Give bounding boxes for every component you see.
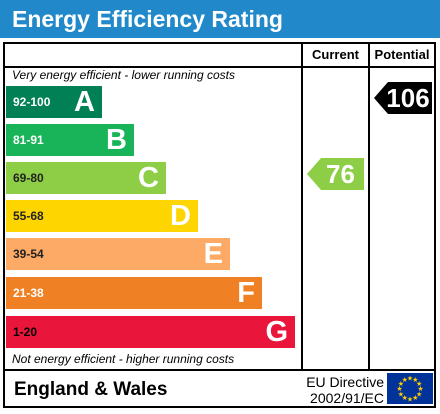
band-b: 81-91 B [6,124,134,156]
svg-text:★: ★ [407,375,413,383]
band-c: 69-80 C [6,162,166,194]
caption-bottom: Not energy efficient - higher running co… [12,352,235,366]
footer-region: England & Wales [14,379,168,400]
band-range-label: 1-20 [13,325,38,339]
footer-directive: EU Directive 2002/91/EC [294,374,384,406]
svg-text:★: ★ [412,376,418,384]
svg-text:★: ★ [398,380,404,388]
potential-arrow-shape [374,82,432,114]
svg-text:★: ★ [417,385,423,393]
column-divider-current [301,42,303,370]
header-divider [3,66,436,68]
band-letter: F [237,277,255,309]
svg-text:★: ★ [398,390,404,398]
potential-rating-value: 106 [386,83,430,113]
svg-text:★: ★ [416,390,422,398]
band-letter: B [106,124,127,156]
svg-text:★: ★ [407,396,413,404]
svg-text:★: ★ [402,376,408,384]
band-letter: C [138,162,159,194]
column-header-current: Current [312,47,359,62]
potential-rating-arrow: 106 [374,82,432,114]
band-a: 92-100 A [6,86,102,118]
band-range-label: 69-80 [13,171,44,185]
band-range-label: 81-91 [13,133,44,147]
band-g: 1-20 G [6,316,295,348]
footer-directive-line1: EU Directive [306,374,384,390]
band-range-label: 92-100 [13,95,51,109]
footer-directive-line2: 2002/91/EC [310,390,384,406]
svg-text:★: ★ [396,385,402,393]
current-arrow-shape [307,158,364,190]
column-header-potential: Potential [374,47,430,62]
band-f: 21-38 F [6,277,262,309]
band-e: 39-54 E [6,238,230,270]
band-range-label: 39-54 [13,247,44,261]
footer-divider [3,369,436,371]
band-letter: A [74,86,95,118]
chart-title: Energy Efficiency Rating [12,6,283,32]
band-range-label: 55-68 [13,209,44,223]
band-letter: E [203,238,223,270]
caption-top: Very energy efficient - lower running co… [12,68,235,82]
svg-text:★: ★ [416,380,422,388]
svg-text:★: ★ [402,394,408,402]
band-letter: D [170,200,191,232]
eu-flag-icon: ★★★★★★★★★★★★ [387,373,433,404]
band-range-label: 21-38 [13,286,44,300]
current-rating-value: 76 [326,159,355,189]
band-d: 55-68 D [6,200,198,232]
current-rating-arrow: 76 [307,158,364,190]
svg-text:★: ★ [412,394,418,402]
column-divider-potential [368,42,370,370]
band-letter: G [265,316,288,348]
chart-frame [3,42,436,408]
title-bar: Energy Efficiency Rating [0,0,440,38]
